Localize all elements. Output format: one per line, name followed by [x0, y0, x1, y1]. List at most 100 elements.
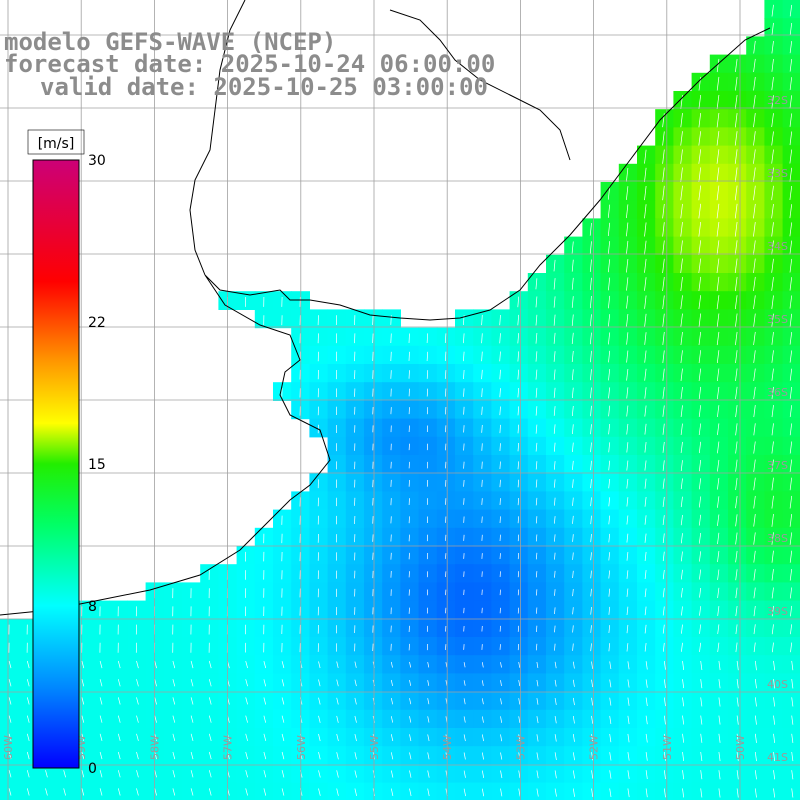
wind-cell — [546, 400, 565, 420]
wind-arrow — [753, 477, 756, 491]
wind-cell — [91, 655, 110, 674]
wind-cell — [527, 309, 547, 329]
wind-cell — [691, 400, 711, 420]
wind-arrow — [717, 496, 720, 508]
wind-cell — [728, 473, 747, 492]
wind-cell — [254, 655, 274, 674]
wind-arrow — [680, 313, 683, 328]
wind-arrow — [773, 788, 776, 798]
wind-arrow — [789, 569, 793, 581]
wind-arrow — [608, 570, 611, 579]
lon-label: 60W — [2, 735, 15, 760]
wind-cell — [382, 637, 401, 656]
wind-cell — [709, 436, 729, 456]
wind-arrow — [716, 276, 720, 292]
wind-cell — [618, 382, 638, 401]
wind-arrow — [609, 733, 612, 743]
wind-arrow — [481, 333, 483, 344]
wind-arrow — [590, 442, 592, 453]
wind-arrow — [680, 295, 683, 310]
wind-arrow — [245, 770, 248, 778]
wind-arrow — [409, 788, 412, 797]
wind-cell — [436, 418, 456, 438]
wind-cell — [509, 364, 529, 383]
wind-cell — [709, 345, 729, 365]
wind-cell — [109, 673, 128, 693]
wind-arrow — [517, 497, 520, 506]
wind-arrow — [789, 185, 793, 201]
wind-arrow — [662, 588, 665, 598]
wind-cell — [728, 145, 747, 165]
wind-arrow — [662, 313, 665, 328]
wind-arrow — [608, 533, 611, 543]
wind-cell — [182, 600, 201, 620]
wind-cell — [309, 491, 329, 511]
wind-arrow — [734, 258, 738, 274]
wind-arrow — [680, 167, 683, 183]
wind-cell — [691, 72, 711, 92]
wind-arrow — [680, 588, 683, 598]
wind-arrow — [190, 715, 194, 723]
wind-arrow — [698, 496, 702, 508]
wind-arrow — [8, 770, 12, 778]
wind-arrow — [734, 276, 738, 292]
wind-arrow — [517, 607, 520, 614]
wind-arrow — [81, 660, 85, 669]
wind-cell — [327, 655, 347, 674]
wind-cell — [145, 582, 165, 602]
wind-cell — [182, 691, 201, 711]
wind-cell — [673, 618, 693, 638]
wind-arrow — [626, 423, 629, 435]
wind-cell — [618, 618, 638, 638]
wind-cell — [564, 291, 583, 310]
wind-cell — [673, 127, 693, 147]
wind-cell — [582, 564, 602, 583]
wind-arrow — [682, 660, 685, 670]
wind-arrow — [263, 788, 267, 796]
wind-arrow — [481, 698, 484, 705]
wind-arrow — [281, 733, 285, 742]
wind-cell — [364, 709, 383, 729]
wind-arrow — [682, 751, 685, 761]
wind-cell — [200, 637, 219, 656]
wind-arrow — [718, 770, 721, 780]
wind-cell — [236, 546, 256, 565]
wind-arrow — [698, 203, 702, 219]
wind-arrow — [81, 733, 85, 741]
wind-cell — [163, 637, 183, 656]
wind-cell — [746, 564, 765, 583]
wind-arrow — [372, 315, 374, 326]
wind-cell — [618, 509, 638, 529]
wind-cell — [473, 546, 492, 565]
wind-cell — [327, 382, 347, 401]
wind-arrow — [553, 351, 556, 362]
wind-cell — [764, 273, 784, 292]
wind-arrow — [245, 679, 248, 687]
wind-cell — [400, 582, 420, 602]
wind-arrow — [26, 733, 30, 741]
wind-arrow — [572, 552, 574, 560]
wind-cell — [273, 782, 292, 800]
wind-cell — [327, 527, 347, 547]
wind-arrow — [700, 788, 703, 798]
wind-cell — [655, 236, 674, 256]
wind-cell — [746, 400, 765, 420]
wind-cell — [418, 546, 438, 565]
wind-arrow — [644, 405, 647, 417]
wind-cell — [600, 182, 620, 201]
wind-cell — [400, 418, 420, 438]
wind-cell — [455, 436, 474, 456]
wind-cell — [418, 418, 438, 438]
wind-arrow — [463, 734, 466, 742]
wind-cell — [364, 436, 383, 456]
wind-arrow — [536, 625, 538, 633]
wind-arrow — [754, 679, 757, 689]
wind-arrow — [590, 460, 592, 471]
wind-arrow — [318, 661, 321, 669]
wind-cell — [327, 564, 347, 583]
wind-cell — [655, 600, 674, 620]
wind-cell — [564, 618, 583, 638]
wind-cell — [509, 527, 529, 547]
wind-cell — [400, 382, 420, 401]
wind-arrow — [318, 715, 321, 723]
